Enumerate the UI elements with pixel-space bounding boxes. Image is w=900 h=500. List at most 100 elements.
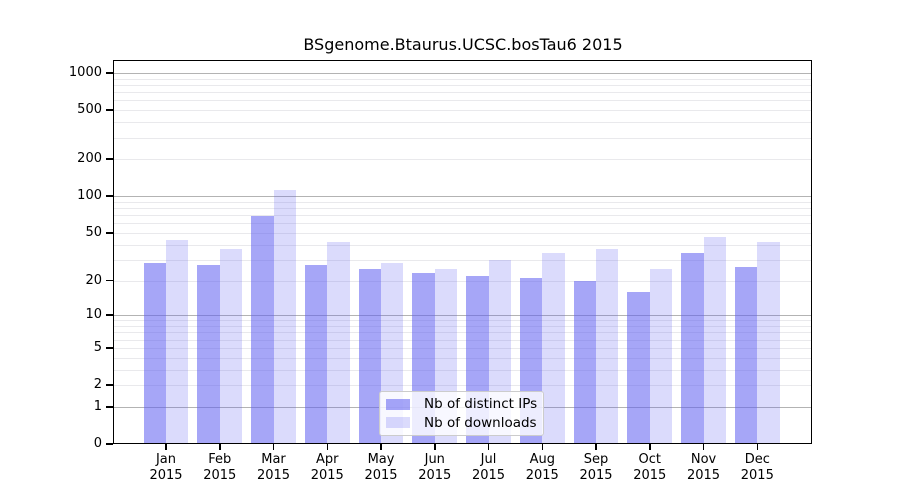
y-tick-mark-20 (106, 279, 113, 282)
gridline-minor-20 (114, 280, 812, 282)
bar-distinct-ips-apr (304, 265, 328, 444)
x-tick-label-oct: Oct 2015 (633, 452, 667, 483)
y-tick-mark-10 (106, 314, 113, 316)
y-tick-label-5: 5 (93, 339, 102, 355)
x-tick-mark-apr (326, 444, 328, 450)
x-tick-mark-oct (649, 444, 651, 450)
chart-title: BSgenome.Btaurus.UCSC.bosTau6 2015 (303, 35, 623, 54)
gridline-minor-40 (114, 244, 812, 246)
gridline-minor-6 (114, 339, 812, 341)
bar-downloads-oct (649, 269, 673, 444)
gridline-minor-600 (114, 100, 812, 102)
bar-downloads-sep (596, 248, 619, 444)
bar-downloads-apr (327, 242, 350, 444)
bar-distinct-ips-nov (681, 253, 704, 444)
x-tick-label-jun: Jun 2015 (418, 452, 452, 483)
gridline-minor-3 (114, 369, 812, 371)
x-tick-mark-feb (219, 444, 221, 450)
y-tick-mark-1 (106, 406, 113, 408)
gridline-minor-400 (114, 122, 812, 124)
legend-swatch-downloads (386, 417, 410, 428)
y-tick-mark-500 (106, 109, 113, 111)
gridline-minor-70 (114, 215, 812, 217)
bar-distinct-ips-feb (197, 265, 220, 444)
y-tick-label-20: 20 (85, 272, 102, 288)
y-tick-label-1: 1 (93, 398, 102, 414)
x-tick-label-sep: Sep 2015 (579, 452, 613, 483)
bar-downloads-jan (166, 239, 189, 444)
y-tick-label-50: 50 (85, 224, 102, 240)
bar-distinct-ips-may (358, 269, 381, 444)
x-tick-label-dec: Dec 2015 (740, 452, 774, 483)
bar-downloads-aug (542, 253, 565, 444)
bar-downloads-nov (703, 237, 726, 444)
x-tick-mark-jun (434, 444, 436, 450)
bar-distinct-ips-sep (573, 280, 597, 444)
x-tick-mark-mar (272, 444, 275, 450)
y-tick-label-10: 10 (85, 307, 102, 323)
legend-entry-distinct-ips: Nb of distinct IPs (386, 396, 537, 412)
y-tick-mark-1000 (106, 72, 113, 74)
bar-distinct-ips-jan (143, 263, 166, 444)
gridline-minor-50 (114, 232, 812, 234)
legend-label-distinct-ips: Nb of distinct IPs (424, 396, 538, 413)
y-tick-mark-200 (106, 158, 113, 160)
y-tick-label-2: 2 (93, 377, 102, 392)
gridline-minor-60 (114, 223, 812, 225)
gridline-minor-700 (114, 92, 812, 94)
legend-label-downloads: Nb of downloads (424, 414, 537, 431)
x-tick-label-aug: Aug 2015 (525, 452, 559, 483)
y-tick-label-0: 0 (93, 436, 102, 451)
gridline-major-100 (114, 196, 812, 198)
gridline-minor-5 (114, 347, 812, 349)
bar-downloads-dec (757, 242, 780, 444)
gridline-minor-9 (114, 320, 812, 322)
y-tick-mark-2 (106, 384, 113, 386)
legend-entry-downloads: Nb of downloads (386, 415, 537, 431)
x-tick-label-mar: Mar 2015 (256, 452, 291, 483)
y-tick-mark-0 (106, 443, 113, 445)
gridline-minor-30 (114, 259, 812, 261)
gridline-minor-2 (114, 385, 812, 386)
x-tick-label-feb: Feb 2015 (203, 452, 237, 483)
gridline-minor-90 (114, 201, 812, 203)
x-tick-mark-sep (595, 444, 597, 450)
x-tick-label-jan: Jan 2015 (149, 452, 183, 483)
y-tick-label-100: 100 (77, 188, 102, 204)
y-tick-label-1000: 1000 (68, 65, 102, 80)
bar-distinct-ips-dec (735, 267, 758, 444)
x-tick-label-nov: Nov 2015 (686, 452, 721, 483)
x-tick-mark-nov (702, 444, 705, 450)
x-tick-label-apr: Apr 2015 (310, 452, 344, 483)
x-tick-mark-jan (165, 444, 167, 450)
gridline-minor-200 (114, 159, 812, 161)
legend-swatch-distinct-ips (386, 399, 410, 410)
gridline-minor-500 (114, 110, 812, 112)
x-tick-mark-may (380, 444, 382, 450)
gridline-minor-8 (114, 326, 812, 327)
y-tick-label-200: 200 (77, 151, 102, 167)
legend: Nb of distinct IPs Nb of downloads (379, 391, 544, 436)
gridline-major-1000 (114, 73, 812, 74)
x-tick-mark-jul (487, 444, 490, 450)
x-tick-mark-dec (756, 444, 759, 450)
y-tick-label-500: 500 (77, 102, 102, 118)
x-tick-label-may: May 2015 (364, 452, 398, 483)
bar-distinct-ips-oct (627, 291, 650, 444)
gridline-minor-800 (114, 84, 812, 86)
gridline-minor-80 (114, 208, 812, 210)
y-tick-mark-5 (106, 347, 113, 349)
gridline-minor-900 (114, 78, 812, 80)
x-tick-label-jul: Jul 2015 (471, 452, 506, 483)
gridline-minor-4 (114, 357, 812, 359)
gridline-minor-7 (114, 332, 812, 334)
gridline-minor-300 (114, 137, 812, 139)
bar-distinct-ips-mar (251, 215, 274, 444)
x-tick-mark-aug (541, 444, 544, 450)
y-tick-mark-100 (106, 195, 113, 197)
gridline-major-10 (114, 315, 812, 317)
bar-downloads-feb (219, 248, 243, 444)
bar-downloads-mar (273, 189, 296, 444)
y-tick-mark-50 (106, 232, 113, 234)
